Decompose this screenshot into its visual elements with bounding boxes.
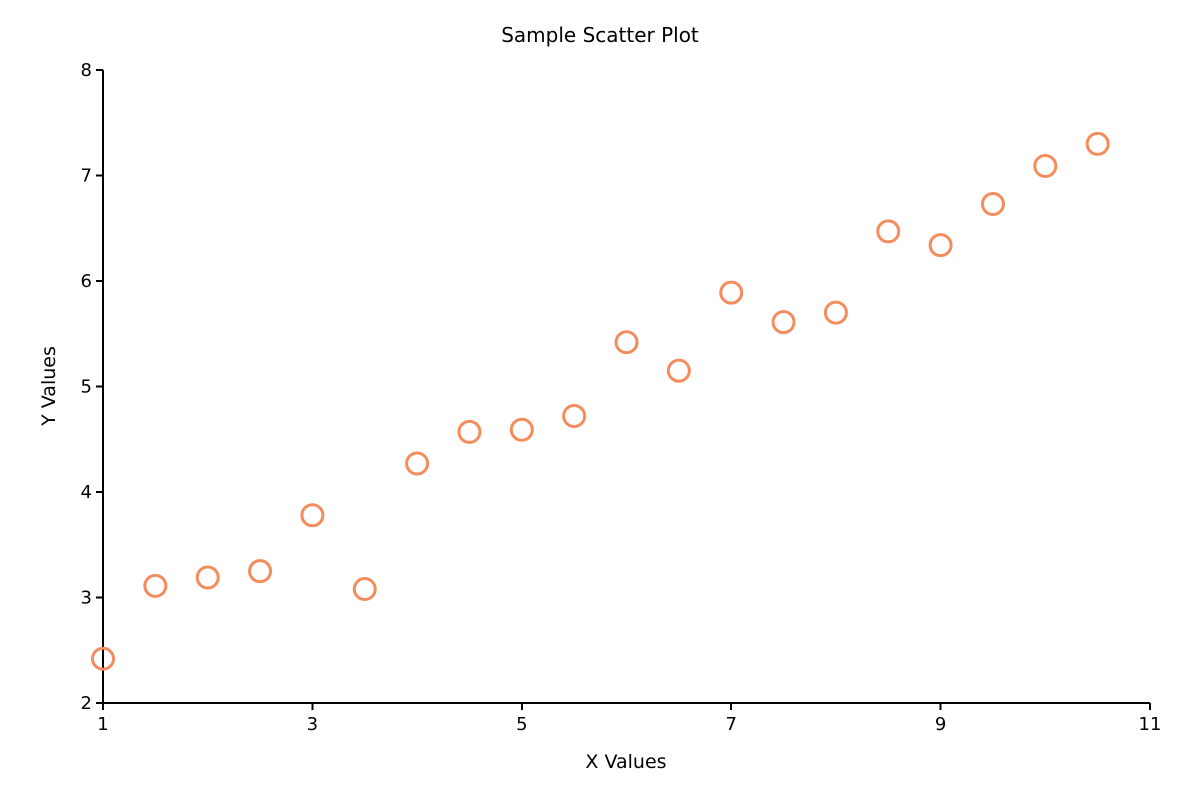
data-point [300, 503, 325, 528]
y-tick-label: 8 [81, 60, 92, 81]
chart-title: Sample Scatter Plot [501, 23, 699, 47]
x-tick-label: 5 [516, 714, 527, 735]
data-point [771, 310, 796, 335]
y-tick-label: 3 [81, 588, 92, 609]
y-tick-label: 2 [81, 693, 92, 714]
data-point [1033, 154, 1058, 179]
data-point [614, 330, 639, 355]
data-point [980, 191, 1005, 216]
y-tick-label: 7 [81, 166, 92, 187]
x-tick-label: 7 [725, 714, 736, 735]
data-point [666, 358, 691, 383]
data-point [928, 233, 953, 258]
data-point [143, 573, 168, 598]
data-points [91, 131, 1110, 671]
data-point [823, 300, 848, 325]
data-point [248, 559, 273, 584]
data-point [457, 419, 482, 444]
data-point [405, 451, 430, 476]
x-axis-label: X Values [585, 751, 666, 773]
y-axis-label: Y Values [38, 346, 60, 427]
data-point [195, 565, 220, 590]
data-point [876, 219, 901, 244]
data-point [1085, 131, 1110, 156]
data-point [562, 404, 587, 429]
x-tick-label: 9 [935, 714, 946, 735]
data-point [509, 417, 534, 442]
x-tick-label: 3 [307, 714, 318, 735]
y-tick-label: 5 [81, 377, 92, 398]
y-axis-ticks: 2 3 4 5 6 7 8 [81, 60, 103, 714]
y-tick-label: 6 [81, 271, 92, 292]
x-tick-label: 11 [1139, 714, 1162, 735]
x-axis-ticks: 1 3 5 7 9 11 [97, 703, 1161, 735]
data-point [91, 646, 115, 671]
data-point [719, 280, 744, 305]
y-tick-label: 4 [81, 482, 92, 503]
axes [102, 70, 1150, 704]
data-point [352, 577, 377, 602]
x-tick-label: 1 [97, 714, 108, 735]
